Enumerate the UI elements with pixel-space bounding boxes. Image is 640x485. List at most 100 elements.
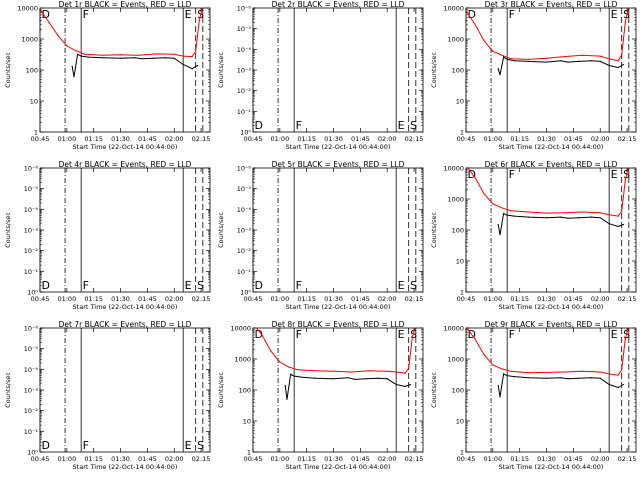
events-point xyxy=(567,378,569,380)
y-tick-label: 10 xyxy=(243,418,251,426)
events-point xyxy=(196,64,199,67)
events-point xyxy=(599,217,601,219)
x-axis-label: Start Time (22-Oct-14 00:44:00) xyxy=(499,463,604,471)
events-point xyxy=(513,376,515,378)
marker-label-e: E xyxy=(611,8,618,21)
x-tick-label: 01:00 xyxy=(57,455,76,463)
events-point xyxy=(119,57,122,59)
events-point xyxy=(590,60,592,62)
marker-label-f: F xyxy=(83,279,89,292)
events-point xyxy=(502,56,505,58)
lld-point xyxy=(483,39,485,42)
y-tick-label: 100 xyxy=(26,67,38,75)
events-point xyxy=(377,377,379,379)
events-point xyxy=(354,378,356,380)
panel-det-5r: Det 5r BLACK = Events, RED = LLD 10⁻⁶ 10⁻⁵… xyxy=(217,160,423,311)
lld-point xyxy=(599,55,601,57)
lld-point xyxy=(621,369,623,371)
lld-point xyxy=(608,214,610,216)
x-tick-label: 00:45 xyxy=(31,135,50,143)
lld-point xyxy=(202,5,203,6)
x-tick-label: 01:45 xyxy=(564,455,583,463)
y-tick-label: 10⁻² xyxy=(24,247,39,255)
lld-point xyxy=(545,212,548,214)
lld-point xyxy=(395,371,397,373)
lld-point xyxy=(563,56,566,58)
panel-det-4r: Det 4r BLACK = Events, RED = LLD 10⁻⁶ 10⁻⁵… xyxy=(4,160,210,311)
x-tick-label: 00:45 xyxy=(31,455,50,463)
x-tick-label: 02:15 xyxy=(192,295,211,303)
marker-label-s: S xyxy=(410,119,417,132)
x-tick-label: 01:15 xyxy=(84,135,103,143)
lld-point xyxy=(510,210,512,212)
events-point xyxy=(622,383,625,386)
events-point xyxy=(71,65,73,68)
x-tick-label: 01:30 xyxy=(111,455,130,463)
events-point xyxy=(332,378,335,380)
y-tick-label: 100 xyxy=(452,387,464,395)
y-tick-label: 10⁻⁶ xyxy=(237,5,252,13)
marker-label-e: E xyxy=(185,279,192,292)
lld-point xyxy=(617,374,619,376)
lld-point xyxy=(492,364,494,366)
plot-frame xyxy=(252,167,424,293)
y-axis-label: Counts/sec xyxy=(4,212,12,248)
x-tick-label: 01:45 xyxy=(564,295,583,303)
lld-point xyxy=(528,211,530,213)
x-tick-label: 02:15 xyxy=(618,295,637,303)
y-tick-label: 10⁻¹ xyxy=(237,108,252,116)
events-point xyxy=(528,60,530,62)
events-point xyxy=(365,378,367,380)
events-point xyxy=(567,217,569,219)
lld-point xyxy=(483,192,485,195)
events-point xyxy=(293,375,295,377)
y-tick-label: 10⁻³ xyxy=(24,227,39,235)
marker-label-f: F xyxy=(296,279,302,292)
x-tick-label: 00:45 xyxy=(244,455,263,463)
panel-title: Det 4r BLACK = Events, RED = LLD xyxy=(59,160,192,169)
lld-point xyxy=(624,21,626,23)
y-tick-label: 1 xyxy=(460,289,464,297)
events-point xyxy=(286,398,288,400)
lld-point xyxy=(581,370,583,372)
x-tick-label: 00:45 xyxy=(457,455,476,463)
lld-point xyxy=(545,371,548,373)
plot-frame xyxy=(39,327,211,453)
x-tick-label: 02:00 xyxy=(591,455,610,463)
events-point xyxy=(608,383,610,386)
lld-point xyxy=(474,23,476,25)
y-tick-label: 10⁻⁵ xyxy=(24,345,39,353)
x-axis-label: Start Time (22-Oct-14 00:44:00) xyxy=(499,303,604,311)
y-tick-label: 10000 xyxy=(230,325,251,333)
events-point xyxy=(499,74,501,76)
marker-label-d: D xyxy=(468,168,476,181)
lld-point xyxy=(608,58,610,60)
lld-point xyxy=(102,54,104,56)
y-axis-label: Counts/sec xyxy=(217,52,225,88)
x-tick-label: 01:15 xyxy=(510,295,529,303)
events-point xyxy=(617,66,619,69)
marker-label-e: E xyxy=(398,279,405,292)
events-point xyxy=(80,55,82,57)
events-point xyxy=(152,57,154,59)
plot-frame xyxy=(465,167,637,293)
x-tick-label: 01:30 xyxy=(537,455,556,463)
lld-point xyxy=(628,165,629,166)
events-point xyxy=(545,377,548,379)
x-tick-label: 02:15 xyxy=(405,135,424,143)
plot-frame xyxy=(465,7,637,133)
events-point xyxy=(502,373,505,375)
y-tick-label: 100 xyxy=(452,67,464,75)
marker-label-s: S xyxy=(197,439,204,452)
events-point xyxy=(76,53,79,55)
events-point xyxy=(513,215,515,217)
lld-point xyxy=(624,179,626,181)
lld-point xyxy=(261,334,263,336)
events-point xyxy=(506,58,508,60)
y-tick-label: 10⁻⁵ xyxy=(24,185,39,193)
lld-point xyxy=(182,55,184,57)
plot-frame xyxy=(39,167,211,293)
events-point xyxy=(300,376,302,378)
events-point xyxy=(191,68,193,70)
